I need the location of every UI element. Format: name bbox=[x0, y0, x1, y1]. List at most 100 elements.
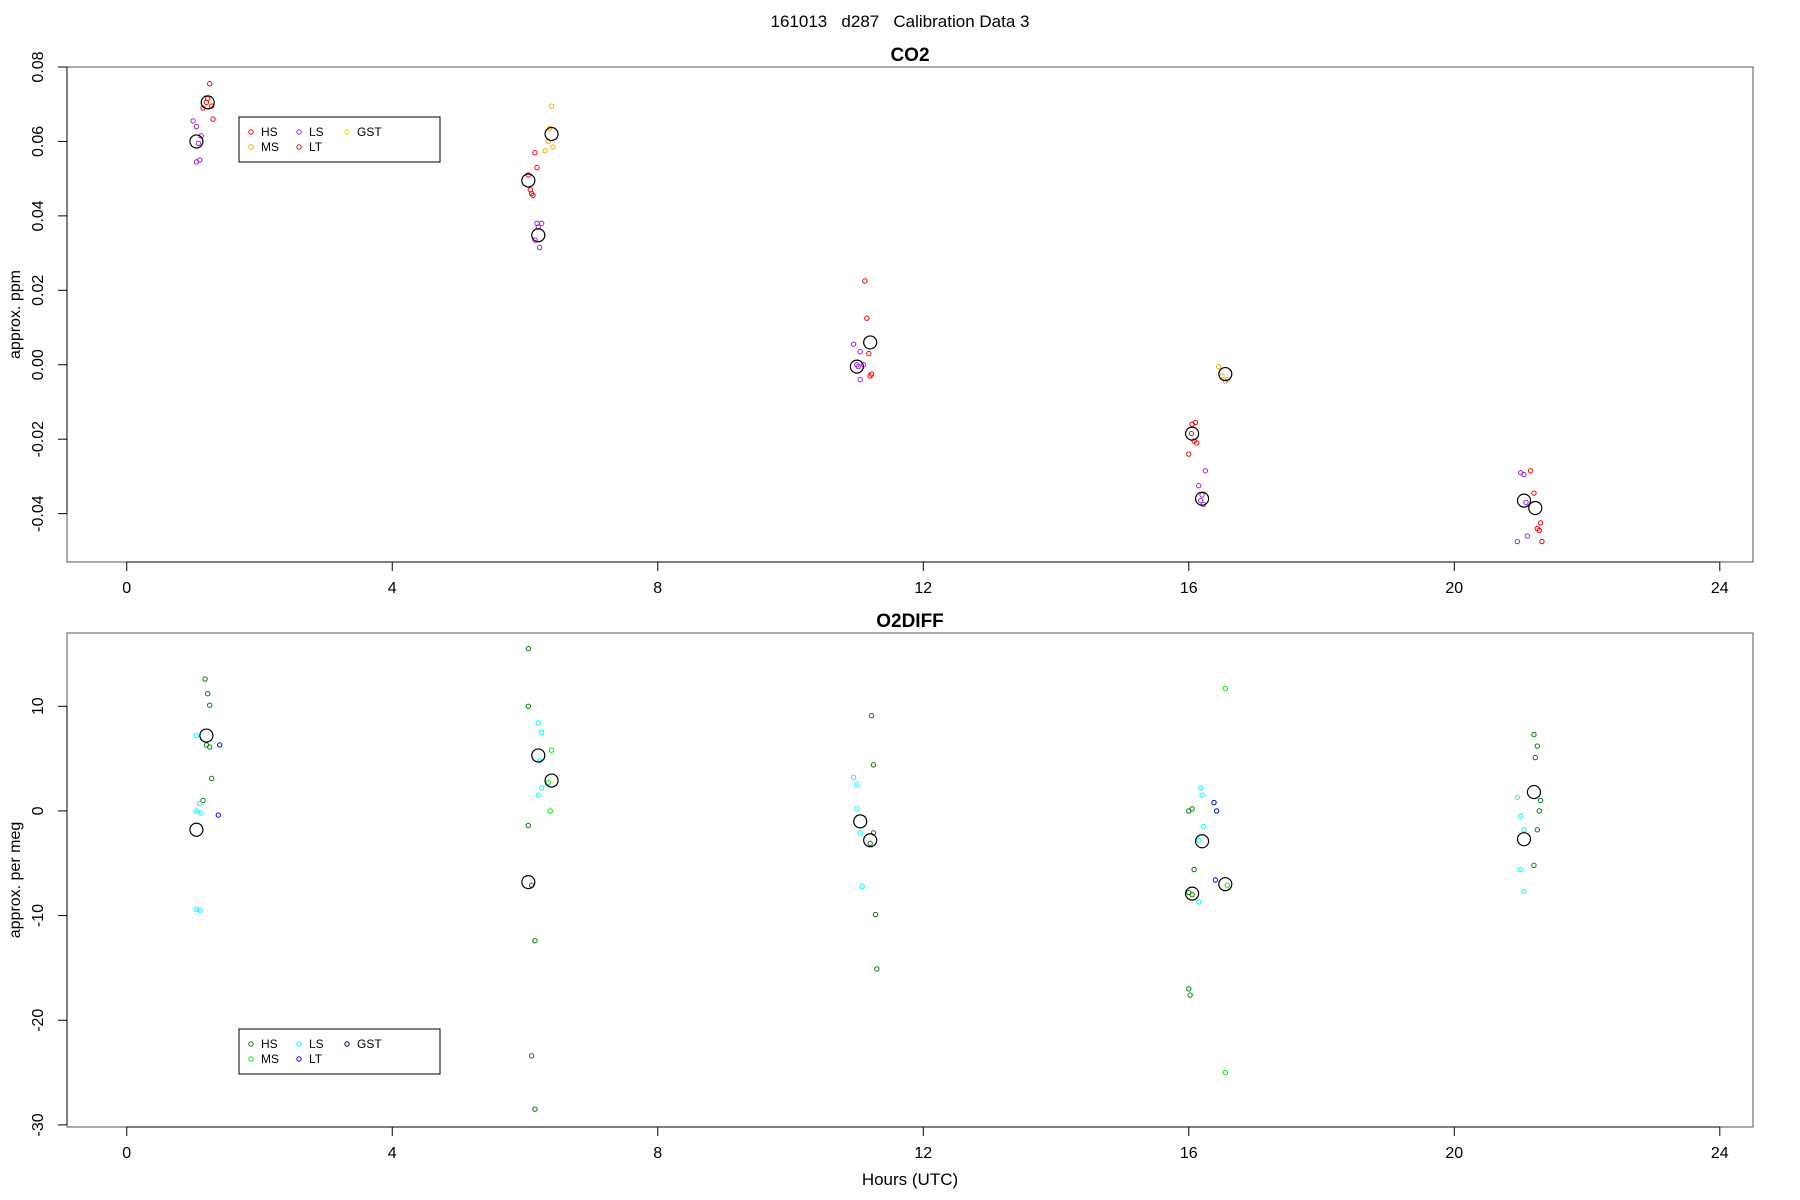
legend-marker-ms bbox=[248, 144, 254, 150]
data-point bbox=[528, 1053, 535, 1059]
data-point bbox=[207, 744, 213, 750]
data-point bbox=[1213, 808, 1220, 814]
data-point bbox=[1196, 899, 1202, 905]
data-point bbox=[1198, 785, 1204, 791]
data-point bbox=[193, 732, 200, 739]
legend-marker-lt bbox=[296, 1056, 302, 1062]
series-ms bbox=[545, 685, 1230, 1076]
data-point bbox=[1194, 440, 1200, 446]
data-point bbox=[205, 691, 211, 697]
legend-label-lt: LT bbox=[309, 1052, 323, 1066]
data-point bbox=[1224, 882, 1230, 888]
data-point bbox=[210, 116, 216, 122]
data-point bbox=[207, 81, 213, 87]
data-point bbox=[215, 812, 222, 818]
legend-marker-gst bbox=[344, 129, 350, 135]
x-tick-label: 8 bbox=[653, 580, 662, 597]
legend-label-lt: LT bbox=[309, 140, 323, 154]
mean-point bbox=[189, 822, 204, 837]
data-point bbox=[1200, 823, 1207, 830]
data-point bbox=[1537, 520, 1544, 526]
data-point bbox=[525, 172, 532, 178]
data-point bbox=[209, 775, 215, 782]
y-tick-label: -0.04 bbox=[30, 495, 47, 532]
data-point bbox=[1523, 499, 1529, 506]
data-point bbox=[525, 822, 532, 829]
mean-point bbox=[544, 773, 559, 788]
y-tick-label: 0.02 bbox=[30, 275, 47, 306]
series-ls bbox=[190, 118, 1531, 545]
data-point bbox=[532, 938, 538, 944]
mean-point bbox=[1194, 491, 1210, 506]
legend-label-ms: MS bbox=[261, 140, 279, 154]
panel-title: O2DIFF bbox=[876, 611, 944, 632]
data-point bbox=[200, 797, 206, 804]
data-point bbox=[1198, 497, 1204, 504]
x-tick-label: 20 bbox=[1445, 580, 1463, 597]
data-point bbox=[1521, 888, 1527, 895]
data-point bbox=[1514, 538, 1521, 545]
data-point bbox=[1527, 468, 1534, 474]
data-point bbox=[850, 341, 857, 347]
data-point bbox=[530, 192, 536, 199]
data-point bbox=[1521, 827, 1527, 833]
data-point bbox=[1186, 986, 1192, 992]
legend-label-gst: GST bbox=[357, 1037, 382, 1051]
data-point bbox=[536, 244, 543, 251]
mean-point bbox=[1218, 877, 1233, 892]
data-point bbox=[857, 349, 863, 355]
data-point bbox=[1536, 527, 1542, 534]
x-tick-label: 12 bbox=[914, 1145, 932, 1162]
y-axis-label: approx. per meg bbox=[7, 822, 24, 939]
mean-point bbox=[1516, 493, 1532, 508]
data-point bbox=[1222, 685, 1228, 692]
data-point bbox=[1199, 492, 1205, 498]
x-tick-label: 8 bbox=[653, 1145, 662, 1162]
x-tick-label: 12 bbox=[914, 580, 932, 597]
series-lt bbox=[215, 742, 1220, 883]
data-point bbox=[1215, 363, 1222, 370]
mean-point bbox=[863, 833, 878, 848]
data-point bbox=[1187, 992, 1193, 998]
data-point bbox=[538, 785, 545, 791]
data-point bbox=[874, 966, 880, 972]
data-point bbox=[198, 810, 204, 816]
y-tick-label: 10 bbox=[30, 697, 47, 715]
data-point bbox=[535, 720, 541, 726]
y-tick-label: -20 bbox=[30, 1009, 47, 1032]
data-point bbox=[854, 782, 860, 788]
legend-label-hs: HS bbox=[261, 125, 278, 139]
data-point bbox=[1212, 877, 1219, 883]
mean-point bbox=[1185, 426, 1200, 441]
series-mean bbox=[189, 728, 1542, 901]
data-point bbox=[1536, 808, 1542, 814]
data-point bbox=[1524, 533, 1531, 539]
y-tick-label: -0.02 bbox=[30, 421, 47, 458]
o2diff-panel: O2DIFF 0 4 8 12 16 20 24 -30 -20 -10 0 10 approx. per… bbox=[7, 611, 1754, 1189]
legend-marker-ms bbox=[248, 1056, 254, 1062]
data-point bbox=[866, 350, 872, 357]
x-tick-label: 4 bbox=[388, 580, 397, 597]
data-point bbox=[855, 363, 861, 370]
data-point bbox=[209, 103, 215, 109]
data-point bbox=[1531, 862, 1537, 869]
x-tick-label: 20 bbox=[1445, 1145, 1463, 1162]
data-point bbox=[1537, 797, 1544, 804]
mean-point bbox=[1526, 784, 1542, 800]
mean-point bbox=[200, 95, 215, 110]
data-point bbox=[1202, 468, 1209, 474]
x-tick-label: 16 bbox=[1180, 580, 1198, 597]
legend-label-ls: LS bbox=[309, 125, 324, 139]
data-point bbox=[534, 164, 540, 171]
mean-point bbox=[863, 335, 878, 350]
data-point bbox=[1192, 419, 1199, 426]
legend-marker-gst bbox=[344, 1041, 350, 1047]
legend-marker-hs bbox=[248, 129, 254, 135]
legend-label-hs: HS bbox=[261, 1037, 278, 1051]
data-point bbox=[1517, 813, 1524, 819]
panel-title: CO2 bbox=[890, 45, 929, 66]
x-axis-label: Hours (UTC) bbox=[862, 1170, 958, 1189]
data-point bbox=[193, 159, 200, 165]
data-point bbox=[542, 148, 548, 154]
